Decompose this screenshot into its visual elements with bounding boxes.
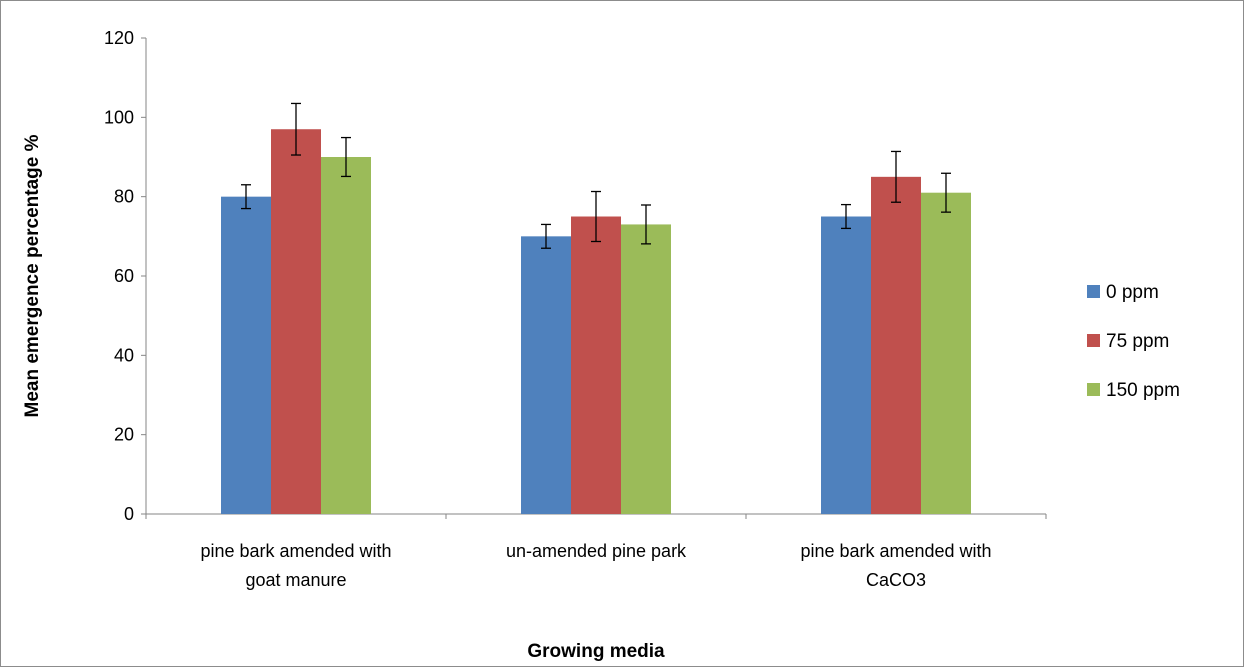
x-tick-label: pine bark amended with goat manure xyxy=(200,541,391,590)
x-axis-title: Growing media xyxy=(527,641,665,662)
y-tick-label: 60 xyxy=(114,266,134,286)
legend: 0 ppm 75 ppm 150 ppm xyxy=(1087,282,1180,401)
y-tick-group: 0 20 40 60 80 100 120 xyxy=(104,28,146,524)
bar xyxy=(921,192,971,514)
x-tick-label-line: goat manure xyxy=(245,570,346,590)
y-tick-label: 120 xyxy=(104,28,134,48)
legend-swatch xyxy=(1087,334,1100,347)
x-tick-label-line: pine bark amended with xyxy=(800,541,991,561)
bar xyxy=(821,216,871,514)
error-bar-group xyxy=(241,102,951,249)
y-axis: 0 20 40 60 80 100 120 xyxy=(104,28,147,524)
y-tick-label: 100 xyxy=(104,107,134,127)
y-axis-title: Mean emergence percentage % xyxy=(22,134,43,417)
bar xyxy=(271,129,321,514)
legend-label: 0 ppm xyxy=(1106,282,1159,303)
x-tick-label: un-amended pine park xyxy=(506,541,687,561)
bar xyxy=(321,157,371,514)
y-tick-label: 40 xyxy=(114,345,134,365)
y-tick-label: 0 xyxy=(124,504,134,524)
legend-label: 150 ppm xyxy=(1106,380,1180,401)
x-axis: pine bark amended with goat manure un-amen… xyxy=(145,513,1047,590)
legend-swatch xyxy=(1087,285,1100,298)
x-tick-label-line: CaCO3 xyxy=(866,570,926,590)
y-tick-label: 80 xyxy=(114,187,134,207)
x-tick-group: pine bark amended with goat manure un-amen… xyxy=(145,514,1047,590)
bar-group xyxy=(221,129,971,515)
x-tick-label-line: pine bark amended with xyxy=(200,541,391,561)
bar xyxy=(221,196,271,514)
legend-label: 75 ppm xyxy=(1106,331,1169,352)
bar xyxy=(871,176,921,515)
bar xyxy=(621,224,671,514)
x-tick-label: pine bark amended with CaCO3 xyxy=(800,541,991,590)
legend-swatch xyxy=(1087,383,1100,396)
y-tick-label: 20 xyxy=(114,425,134,445)
x-tick-label-line: un-amended pine park xyxy=(506,541,687,561)
bar xyxy=(521,236,571,515)
bar xyxy=(571,216,621,514)
